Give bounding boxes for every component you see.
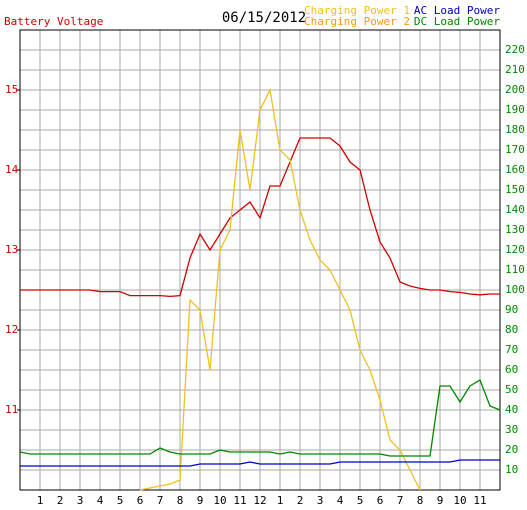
series-line [20, 137, 500, 298]
y2-tick-label: 80 [505, 323, 518, 336]
legend-entry: DC Load Power [414, 15, 500, 28]
y2-tick-label: 10 [505, 463, 518, 476]
y-tick-label: 15 [5, 83, 18, 96]
y2-tick-label: 150 [505, 183, 525, 196]
x-tick-label: 2 [297, 494, 304, 507]
series-line [19, 379, 501, 457]
y2-tick-label: 70 [505, 343, 518, 356]
y-tick-label: 14 [5, 163, 19, 176]
y-tick-label: 12 [5, 323, 18, 336]
chart-title: 06/15/2012 [222, 10, 306, 26]
legend-entry: Battery Voltage [4, 15, 103, 28]
y2-tick-label: 160 [505, 163, 525, 176]
x-tick-label: 7 [157, 494, 164, 507]
x-tick-label: 9 [197, 494, 204, 507]
x-tick-label: 1 [37, 494, 44, 507]
x-tick-label: 5 [117, 494, 124, 507]
x-tick-label: 12 [253, 494, 266, 507]
y2-tick-label: 190 [505, 103, 525, 116]
x-tick-label: 11 [233, 494, 246, 507]
x-tick-label: 4 [97, 494, 104, 507]
x-tick-label: 11 [473, 494, 486, 507]
y2-tick-label: 200 [505, 83, 525, 96]
series-line [20, 459, 500, 467]
x-tick-label: 6 [377, 494, 384, 507]
y2-tick-label: 170 [505, 143, 525, 156]
y2-tick-label: 30 [505, 423, 518, 436]
y2-tick-label: 40 [505, 403, 518, 416]
x-tick-label: 3 [317, 494, 324, 507]
x-tick-label: 10 [213, 494, 226, 507]
y2-tick-label: 110 [505, 263, 525, 276]
y2-tick-label: 220 [505, 43, 525, 56]
x-tick-label: 6 [137, 494, 144, 507]
x-tick-label: 4 [337, 494, 344, 507]
y2-tick-label: 50 [505, 383, 518, 396]
x-tick-label: 8 [177, 494, 184, 507]
y2-tick-label: 60 [505, 363, 518, 376]
y2-tick-label: 90 [505, 303, 518, 316]
series-line [139, 87, 421, 491]
x-tick-label: 2 [57, 494, 64, 507]
legend-entry: Charging Power 2 [304, 15, 410, 28]
y2-tick-label: 20 [505, 443, 518, 456]
x-tick-label: 7 [397, 494, 404, 507]
y-tick-label: 11 [5, 403, 18, 416]
y2-tick-label: 100 [505, 283, 525, 296]
legend-entry: Charging Power 1 [304, 4, 410, 17]
plot-frame [19, 29, 501, 491]
y2-tick-label: 120 [505, 243, 525, 256]
y2-tick-label: 130 [505, 223, 525, 236]
x-tick-label: 10 [453, 494, 466, 507]
y2-tick-label: 140 [505, 203, 525, 216]
x-tick-label: 3 [77, 494, 84, 507]
x-tick-label: 5 [357, 494, 364, 507]
legend-entry: AC Load Power [414, 4, 500, 17]
y2-tick-label: 210 [505, 63, 525, 76]
x-tick-label: 1 [277, 494, 284, 507]
x-tick-label: 9 [437, 494, 444, 507]
y2-tick-label: 180 [505, 123, 525, 136]
x-tick-label: 8 [417, 494, 424, 507]
y-tick-label: 13 [5, 243, 18, 256]
